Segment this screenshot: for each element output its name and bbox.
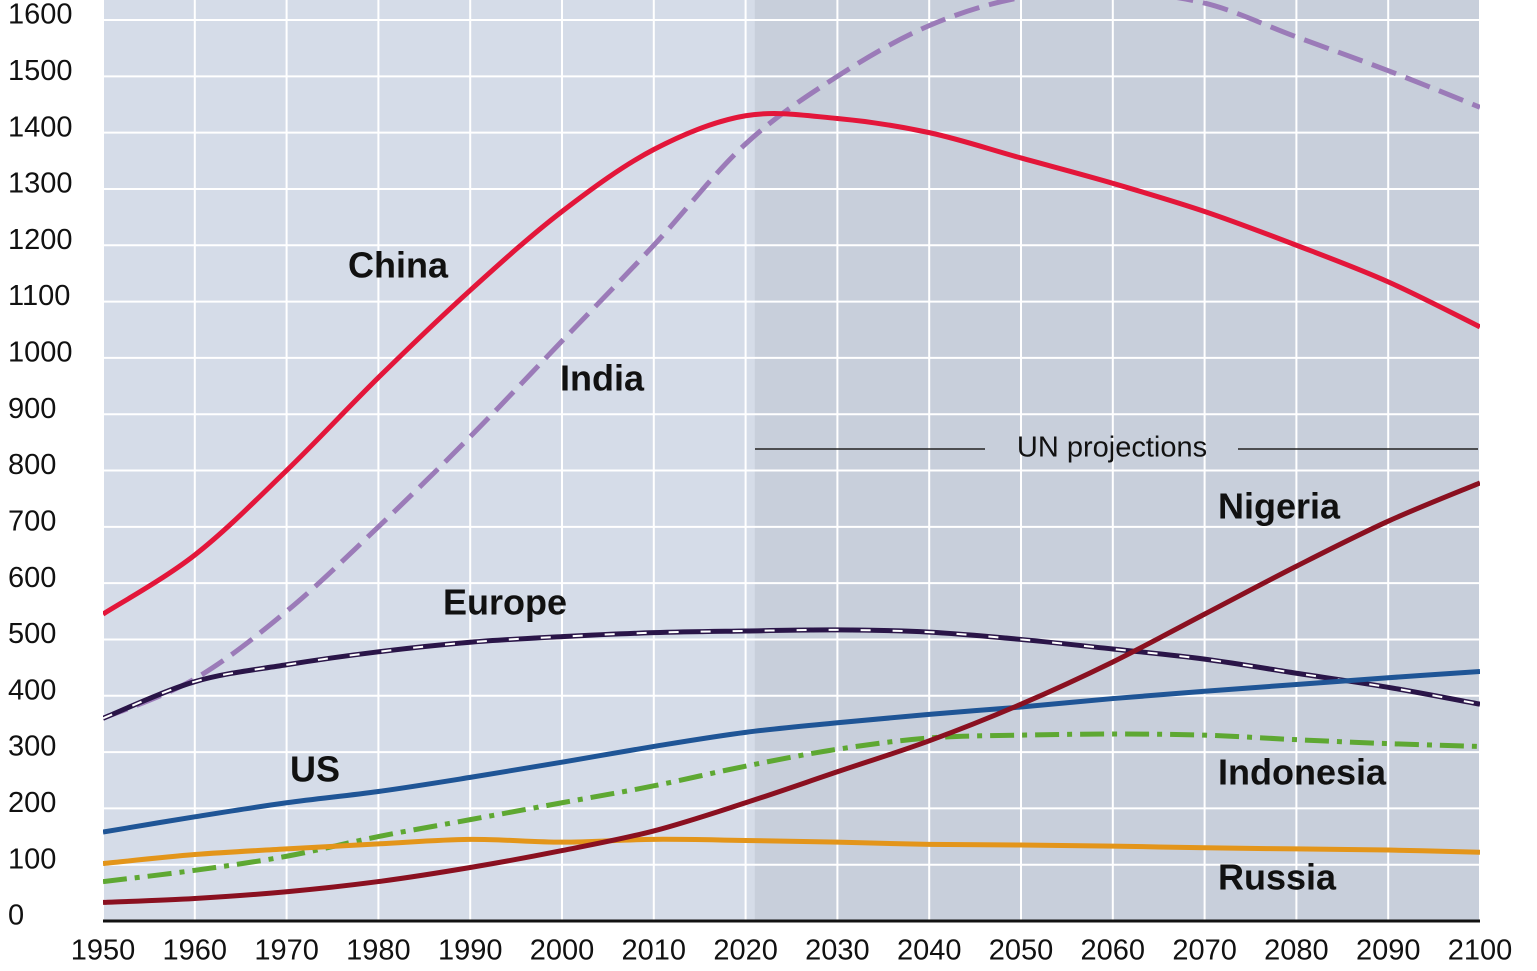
y-tick-label: 1600 — [8, 0, 73, 31]
series-label: US — [290, 749, 340, 790]
series-label: Indonesia — [1218, 752, 1387, 793]
x-tick-label: 2060 — [1081, 935, 1146, 967]
projection-region — [754, 0, 1480, 921]
y-tick-label: 1500 — [8, 55, 73, 87]
annotation: UN projections — [1017, 432, 1207, 464]
x-tick-label: 2050 — [989, 935, 1054, 967]
x-tick-label: 1990 — [438, 935, 503, 967]
series-label: Russia — [1218, 857, 1337, 898]
x-tick-label: 2070 — [1172, 935, 1237, 967]
x-tick-label: 2080 — [1264, 935, 1329, 967]
x-tick-label: 1970 — [254, 935, 319, 967]
series-line — [103, 836, 1480, 867]
x-tick-label: 1960 — [163, 935, 228, 967]
series-label: China — [348, 245, 449, 286]
y-tick-label: 200 — [8, 787, 56, 819]
y-tick-label: 900 — [8, 393, 56, 425]
series-line — [103, 111, 1480, 617]
series-line — [103, 669, 1480, 835]
y-tick-label: 700 — [8, 505, 56, 537]
y-tick-label: 1400 — [8, 111, 73, 143]
y-tick-label: 1300 — [8, 168, 73, 200]
y-tick-label: 1200 — [8, 224, 73, 256]
x-tick-label: 2040 — [897, 935, 962, 967]
y-tick-label: 300 — [8, 731, 56, 763]
series-line-overlay — [103, 628, 1480, 720]
series-label: India — [560, 358, 645, 399]
series-label: Europe — [443, 582, 567, 623]
x-tick-label: 2020 — [713, 935, 778, 967]
series-line — [103, 480, 1480, 905]
y-tick-label: 1000 — [8, 337, 73, 369]
y-tick-label: 0 — [8, 900, 24, 932]
x-tick-label: 2100 — [1448, 935, 1513, 967]
y-tick-label: 400 — [8, 674, 56, 706]
y-tick-label: 800 — [8, 449, 56, 481]
y-tick-label: 600 — [8, 562, 56, 594]
x-tick-label: 2090 — [1356, 935, 1421, 967]
y-tick-label: 100 — [8, 843, 56, 875]
x-tick-label: 2030 — [805, 935, 870, 967]
lines — [103, 0, 1480, 905]
series-label: Nigeria — [1218, 486, 1341, 527]
y-tick-label: 500 — [8, 618, 56, 650]
series-line — [103, 0, 1480, 721]
y-tick-label: 1100 — [8, 280, 70, 312]
x-tick-label: 2000 — [530, 935, 595, 967]
x-tick-label: 1950 — [71, 935, 136, 967]
x-tick-label: 2010 — [622, 935, 687, 967]
x-tick-label: 1980 — [346, 935, 411, 967]
